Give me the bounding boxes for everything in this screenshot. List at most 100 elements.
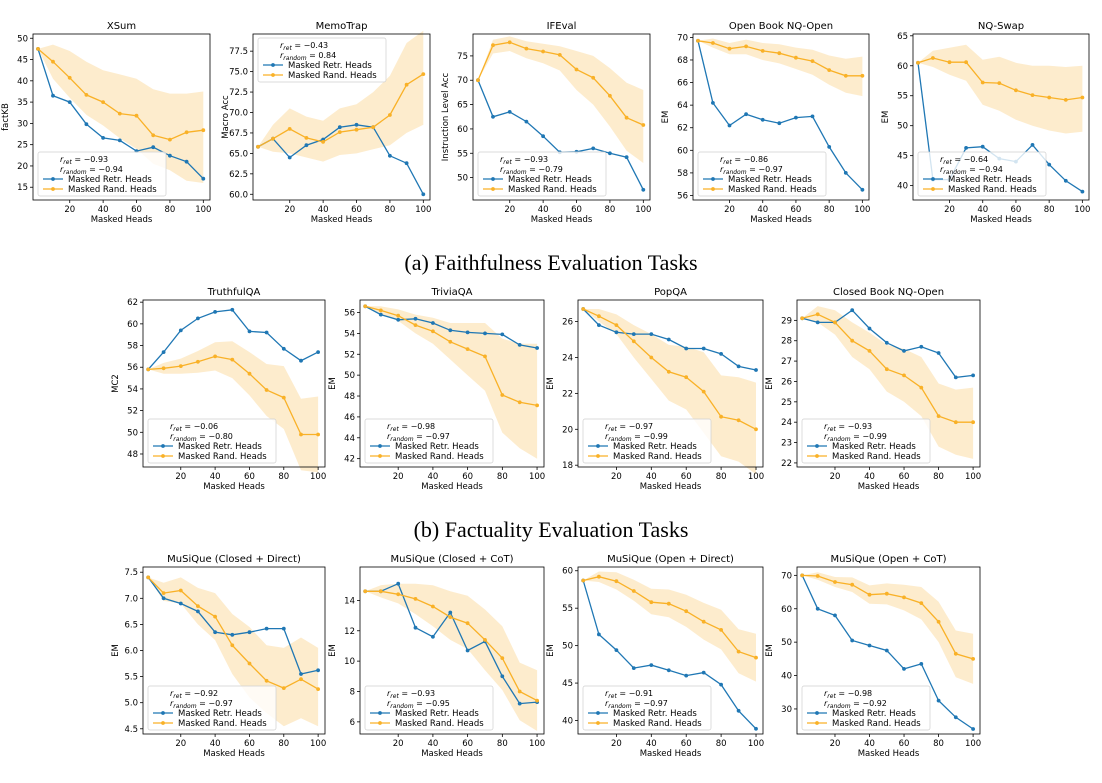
retrieval-heads-point <box>843 171 848 175</box>
random-heads-point <box>1080 95 1085 100</box>
random-heads-point <box>794 55 798 60</box>
chart-panel: Closed Book NQ-Open 20 40 60 80 100 22 23 24 25 26… <box>765 287 981 492</box>
legend-r-retr: rret = −0.92 <box>170 689 218 700</box>
retrieval-heads-point <box>867 643 872 648</box>
legend-r-random: rrandom = −0.99 <box>824 432 887 443</box>
random-heads-point <box>213 354 218 359</box>
y-tick-label: 20 <box>17 162 28 172</box>
x-tick-label: 20 <box>284 205 295 215</box>
retrieval-heads-point <box>736 708 741 713</box>
y-tick-label: 62 <box>127 298 138 308</box>
x-tick-label: 100 <box>1074 205 1090 215</box>
y-tick-label: 15 <box>17 183 28 193</box>
random-heads-point <box>247 371 252 376</box>
retrieval-heads-point <box>524 119 529 124</box>
random-heads-point <box>256 144 260 149</box>
x-tick-label: 20 <box>175 472 186 482</box>
y-tick-label: 50 <box>897 122 908 132</box>
y-tick-label: 40 <box>781 672 792 682</box>
y-tick-label: 5.0 <box>124 699 138 709</box>
random-heads-point <box>404 82 409 87</box>
retrieval-heads-point <box>178 601 183 606</box>
random-heads-point <box>833 320 837 325</box>
legend-r-random: rrandom = −0.92 <box>824 699 887 710</box>
plot-frame <box>796 566 981 735</box>
retrieval-heads-point <box>614 330 619 335</box>
y-tick-label: 60.0 <box>229 190 248 200</box>
y-tick-label: 46 <box>344 413 355 423</box>
legend-retr-label: Masked Retr. Heads <box>832 442 916 452</box>
random-heads-point <box>67 75 72 80</box>
y-tick-label: 56 <box>677 191 688 201</box>
x-tick-label: 100 <box>965 472 981 482</box>
retrieval-heads-point <box>902 349 906 353</box>
random-heads-point <box>196 604 200 608</box>
random-heads-point <box>363 589 368 594</box>
retrieval-heads-point <box>971 727 975 731</box>
random-heads-point <box>483 354 487 359</box>
random-heads-point <box>666 369 671 374</box>
random-heads-point <box>168 137 172 142</box>
retrieval-heads-point <box>213 310 218 314</box>
retrieval-heads-point <box>281 626 286 631</box>
legend-rand-marker <box>161 454 165 458</box>
y-tick-label: 22 <box>781 459 792 469</box>
retrieval-heads-point <box>827 145 832 149</box>
random-heads-point <box>597 574 601 579</box>
retrieval-heads-point <box>354 122 359 127</box>
x-tick-label: 100 <box>635 205 651 215</box>
y-tick-label: 20 <box>562 425 573 435</box>
y-tick-label: 50 <box>344 371 355 381</box>
y-tick-label: 6.0 <box>124 647 138 657</box>
retrieval-heads-point <box>51 93 55 98</box>
retrieval-heads-point <box>919 662 924 666</box>
y-tick-label: 54 <box>344 329 355 339</box>
random-heads-point <box>867 349 872 353</box>
legend-r-random: rrandom = −0.97 <box>605 699 668 710</box>
y-tick-label: 60 <box>781 605 792 615</box>
x-axis-label: Masked Heads <box>421 749 483 759</box>
x-axis-label: Masked Heads <box>750 215 812 225</box>
chart-title: MuSiQue (Closed + CoT) <box>391 554 514 565</box>
retrieval-heads-point <box>421 192 426 197</box>
retrieval-heads-point <box>1063 178 1068 183</box>
x-tick-label: 60 <box>351 205 362 215</box>
retrieval-heads-point <box>517 701 522 706</box>
legend-r-retr: rret = −0.86 <box>720 155 768 166</box>
random-heads-point <box>421 72 426 76</box>
legend-r-random: rrandom = 0.84 <box>280 51 336 62</box>
legend-box <box>582 418 712 464</box>
y-tick-label: 56 <box>127 363 138 373</box>
legend-retr-label: Masked Retr. Heads <box>613 442 697 452</box>
legend-box <box>37 151 167 197</box>
retrieval-heads-point <box>744 112 748 117</box>
random-heads-point <box>953 420 958 425</box>
x-axis-label: Masked Heads <box>203 749 265 759</box>
y-tick-label: 62.5 <box>229 170 248 180</box>
retrieval-heads-point <box>666 668 671 673</box>
retrieval-heads-point <box>196 316 200 321</box>
x-tick-label: 40 <box>646 739 657 749</box>
random-heads-band <box>918 44 1083 134</box>
retrieval-heads-point <box>936 351 941 355</box>
retrieval-heads-point <box>754 726 758 731</box>
random-heads-point <box>884 367 889 372</box>
random-heads-point <box>696 38 700 43</box>
y-tick-label: 65.0 <box>229 149 248 159</box>
y-tick-label: 60 <box>457 125 468 135</box>
x-axis-label: Masked Heads <box>970 215 1032 225</box>
random-heads-point <box>161 591 166 595</box>
retrieval-heads-point <box>287 155 292 160</box>
x-tick-label: 20 <box>724 205 735 215</box>
random-heads-point <box>287 126 292 131</box>
retrieval-heads-point <box>815 606 820 611</box>
y-tick-label: 52 <box>344 350 355 360</box>
legend-r-retr: rret = −0.98 <box>387 422 435 433</box>
y-tick-label: 65 <box>897 32 908 42</box>
retrieval-heads-point <box>701 346 706 351</box>
legend-rand-label: Masked Rand. Heads <box>395 452 484 462</box>
x-tick-label: 20 <box>830 472 841 482</box>
